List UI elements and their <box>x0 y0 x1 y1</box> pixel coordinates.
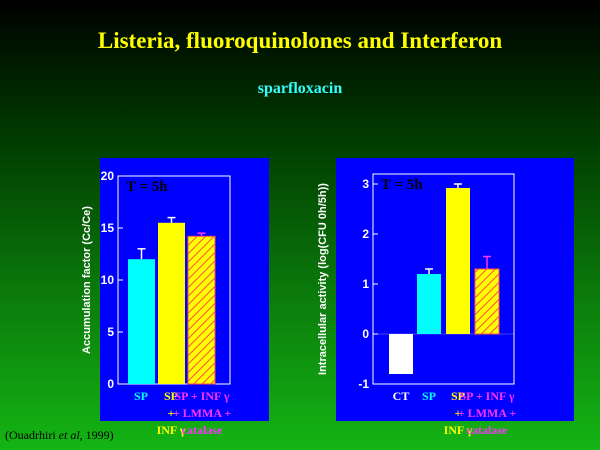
page-subtitle: sparfloxacin <box>257 80 343 97</box>
chart-2-category-label-3-line-2: + <box>455 406 462 420</box>
chart-2-category-label-4-line-2: + LMMA + <box>458 406 516 420</box>
chart-2-ytick-label-3: 2 <box>362 227 369 241</box>
chart-2-annotation: T = 5h <box>381 177 423 193</box>
chart-1-category-label-3-line-1: SP + INF γ <box>174 389 229 403</box>
chart-1-ytick-label-1: 5 <box>107 325 114 339</box>
chart-1-category-label-3-line-2: + LMMA + <box>173 406 231 420</box>
chart-2-ytick-label-4: 3 <box>362 177 369 191</box>
chart-1-category-label-1-line-1: SP <box>134 389 148 403</box>
chart-2-bar-4 <box>474 268 500 335</box>
chart-1-ytick-label-3: 15 <box>101 221 115 235</box>
chart-1-bar-2 <box>158 222 185 384</box>
chart-1-ytick-label-2: 10 <box>101 273 115 287</box>
chart-1-category-label-2-line-1: SP <box>164 389 178 403</box>
chart-1-ylabel: Accumulation factor (Cc/Ce) <box>81 206 93 354</box>
chart-1-bar-1 <box>128 259 155 384</box>
chart-2-bar-3 <box>446 188 470 334</box>
chart-2-ylabel: Intracellular activity (log(CFU 0h/5h)) <box>317 183 329 375</box>
page-title: Listeria, fluoroquinolones and Interfero… <box>97 28 503 53</box>
chart-2-ytick-label-1: 0 <box>362 327 369 341</box>
chart-2-bar-1 <box>389 334 413 374</box>
citation-italic: et al <box>58 428 80 442</box>
chart-2-category-label-3-line-3: INF γ <box>444 423 473 437</box>
chart-2-ytick-label-2: 1 <box>362 277 369 291</box>
chart-1-category-label-2-line-2: + <box>168 406 175 420</box>
chart-1-category-label-2-line-3: INF γ <box>157 423 186 437</box>
chart-2-plot-frame <box>372 173 515 385</box>
chart-1-ytick-label-0: 0 <box>107 377 114 391</box>
chart-2-category-label-4-line-1: SP + INF γ <box>459 389 514 403</box>
chart-2-bar-2 <box>417 274 441 334</box>
chart-1-ytick-label-4: 20 <box>101 169 115 183</box>
chart-2-category-label-3-line-1: SP <box>451 389 465 403</box>
chart-1-category-label-3-line-3: catalase <box>182 423 223 437</box>
chart-2-category-label-2-line-1: SP <box>422 389 436 403</box>
chart-1-bar-3 <box>187 235 216 385</box>
citation: (Ouadrhiri et al, 1999) <box>5 428 114 443</box>
chart-2-category-label-1-line-1: CT <box>393 389 410 403</box>
citation-suffix: , 1999) <box>79 428 114 442</box>
citation-prefix: (Ouadrhiri <box>5 428 59 442</box>
chart-1-annotation: T = 5h <box>126 179 168 195</box>
chart-2-ytick-label-0: -1 <box>358 377 369 391</box>
chart-2-category-label-4-line-3: catalase <box>467 423 508 437</box>
